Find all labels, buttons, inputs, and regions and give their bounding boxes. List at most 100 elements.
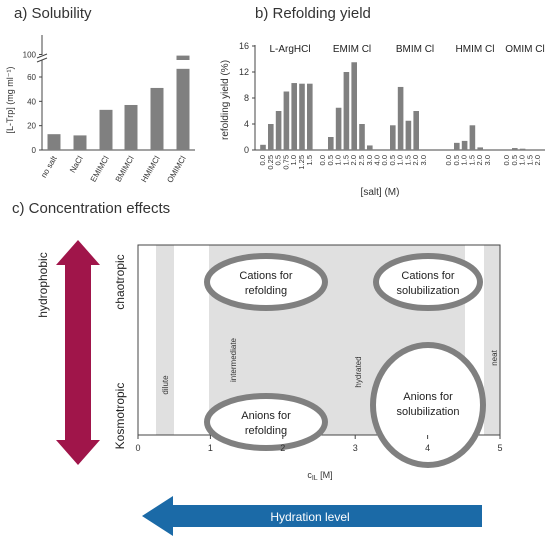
text-anions-refolding-1: Anions for <box>241 410 291 422</box>
tick-label-c-x: 4 <box>425 443 430 453</box>
bar-b <box>367 145 373 150</box>
tick-label-c-x: 3 <box>353 443 358 453</box>
tick-label-b-x: 1.0 <box>289 155 298 165</box>
group-label-b: OMIM Cl <box>505 44 544 55</box>
axis-a-ylabel: [L-Trp] (mg ml⁻¹) <box>5 67 15 134</box>
text-cations-refolding-2: refolding <box>245 285 287 297</box>
label-hydration-level: Hydration level <box>270 510 349 524</box>
group-label-b: BMIM Cl <box>396 44 434 55</box>
label-dilute: dilute <box>161 375 170 395</box>
bar-b <box>260 144 266 150</box>
bar-b <box>275 111 282 150</box>
tick-label-b-y: 0 <box>244 145 249 155</box>
bar-b <box>469 125 476 150</box>
bar-b <box>268 124 274 150</box>
hydration-arrow <box>142 496 482 536</box>
label-neat: neat <box>490 349 499 365</box>
tick-label-b-x: 2.0 <box>411 155 420 165</box>
axis-break-mark <box>36 53 48 63</box>
bar-b <box>335 107 342 150</box>
group-label-b: L-ArgHCl <box>269 44 310 55</box>
tick-label-b-x: 1.5 <box>525 155 534 165</box>
tick-label-c-x: 0 <box>135 443 140 453</box>
bar-a <box>150 87 164 150</box>
tick-label-b-x: 4.0 <box>373 155 382 165</box>
group-label-b: EMIM Cl <box>333 44 371 55</box>
tick-label-c-x: 2 <box>280 443 285 453</box>
tick-label-b-x: 0.5 <box>388 155 397 165</box>
label-hydrated: hydrated <box>354 356 363 387</box>
label-chaotropic: chaotropic <box>113 254 127 309</box>
bar-b <box>519 148 526 150</box>
text-anions-refolding-2: refolding <box>245 425 287 437</box>
bar-b <box>328 137 334 150</box>
tick-label-b-x: 3.0 <box>365 155 374 165</box>
tick-label-b-x: 0.0 <box>444 155 453 165</box>
tick-label-b-x: 2.0 <box>349 155 358 165</box>
bar-b <box>397 86 404 150</box>
tick-label-c-x: 5 <box>497 443 502 453</box>
tick-label-b-x: 3.0 <box>419 155 428 165</box>
tick-label-b-x: 0.0 <box>502 155 511 165</box>
tick-label-b-x: 0.5 <box>452 155 461 165</box>
group-label-b: HMIM Cl <box>456 44 495 55</box>
bar-b <box>359 124 365 150</box>
bar-b <box>299 83 305 150</box>
bar-b <box>291 83 297 150</box>
bar-b <box>512 148 518 150</box>
ellipse-cations-refolding <box>204 253 328 311</box>
bar-b <box>405 120 412 150</box>
bar-b <box>343 72 350 150</box>
tick-label-b-x: 1.5 <box>341 155 350 165</box>
bar-a <box>124 104 138 150</box>
bar-a <box>176 68 190 150</box>
panel-a-title: a) Solubility <box>14 5 92 22</box>
tick-label-a-y: 40 <box>27 97 36 106</box>
axis-b-xlabel: [salt] (M) <box>361 187 400 198</box>
bar-b <box>413 111 419 150</box>
text-cations-solubilization-1: Cations for <box>401 270 455 282</box>
ellipse-cations-solubilization <box>373 253 483 311</box>
ellipse-anions-solubilization <box>370 342 486 468</box>
tick-label-b-x: 1.0 <box>396 155 405 165</box>
tick-label-b-x: 0.75 <box>281 155 290 170</box>
vertical-double-arrow <box>56 240 100 465</box>
bar-a <box>47 134 61 150</box>
panel-c-title: c) Concentration effects <box>12 200 171 217</box>
tick-label-b-x: 1.5 <box>403 155 412 165</box>
text-anions-solubilization-2: solubilization <box>397 406 460 418</box>
tick-label-b-y: 4 <box>244 119 249 129</box>
bar-b <box>283 91 290 150</box>
text-anions-solubilization-1: Anions for <box>403 391 453 403</box>
tick-label-b-x: 0.5 <box>510 155 519 165</box>
axis-c-xlabel: cIL [M] <box>307 470 332 482</box>
tick-label-a-y: 20 <box>27 122 36 131</box>
tick-label-b-x: 1.0 <box>460 155 469 165</box>
tick-label-b-x: 3.0 <box>483 155 492 165</box>
band-dilute <box>156 245 174 435</box>
bar-b <box>454 142 460 150</box>
tick-label-b-x: 1.0 <box>334 155 343 165</box>
bar-b <box>477 147 483 150</box>
band-neat <box>484 245 500 435</box>
tick-label-b-y: 16 <box>239 41 249 51</box>
tick-label-b-x: 0.0 <box>318 155 327 165</box>
label-kosmotropic: Kosmotropic <box>113 383 127 450</box>
label-hydrophobic: hydrophobic <box>36 252 50 317</box>
bar-b <box>461 140 468 150</box>
tick-label-a-y: 100 <box>23 51 37 60</box>
tick-label-b-x: 0.0 <box>258 155 267 165</box>
tick-label-b-x: 2.0 <box>533 155 542 165</box>
text-cations-solubilization-2: solubilization <box>397 285 460 297</box>
label-intermediate: intermediate <box>229 337 238 382</box>
axis-b-ylabel: refolding yield (%) <box>220 60 231 140</box>
tick-label-a-y: 0 <box>32 146 37 155</box>
bar-a <box>99 109 113 150</box>
tick-label-b-x: 0.0 <box>380 155 389 165</box>
tick-label-b-x: 0.25 <box>266 155 275 170</box>
bar-b <box>351 62 357 150</box>
tick-label-c-x: 1 <box>208 443 213 453</box>
bar-b <box>390 125 396 150</box>
